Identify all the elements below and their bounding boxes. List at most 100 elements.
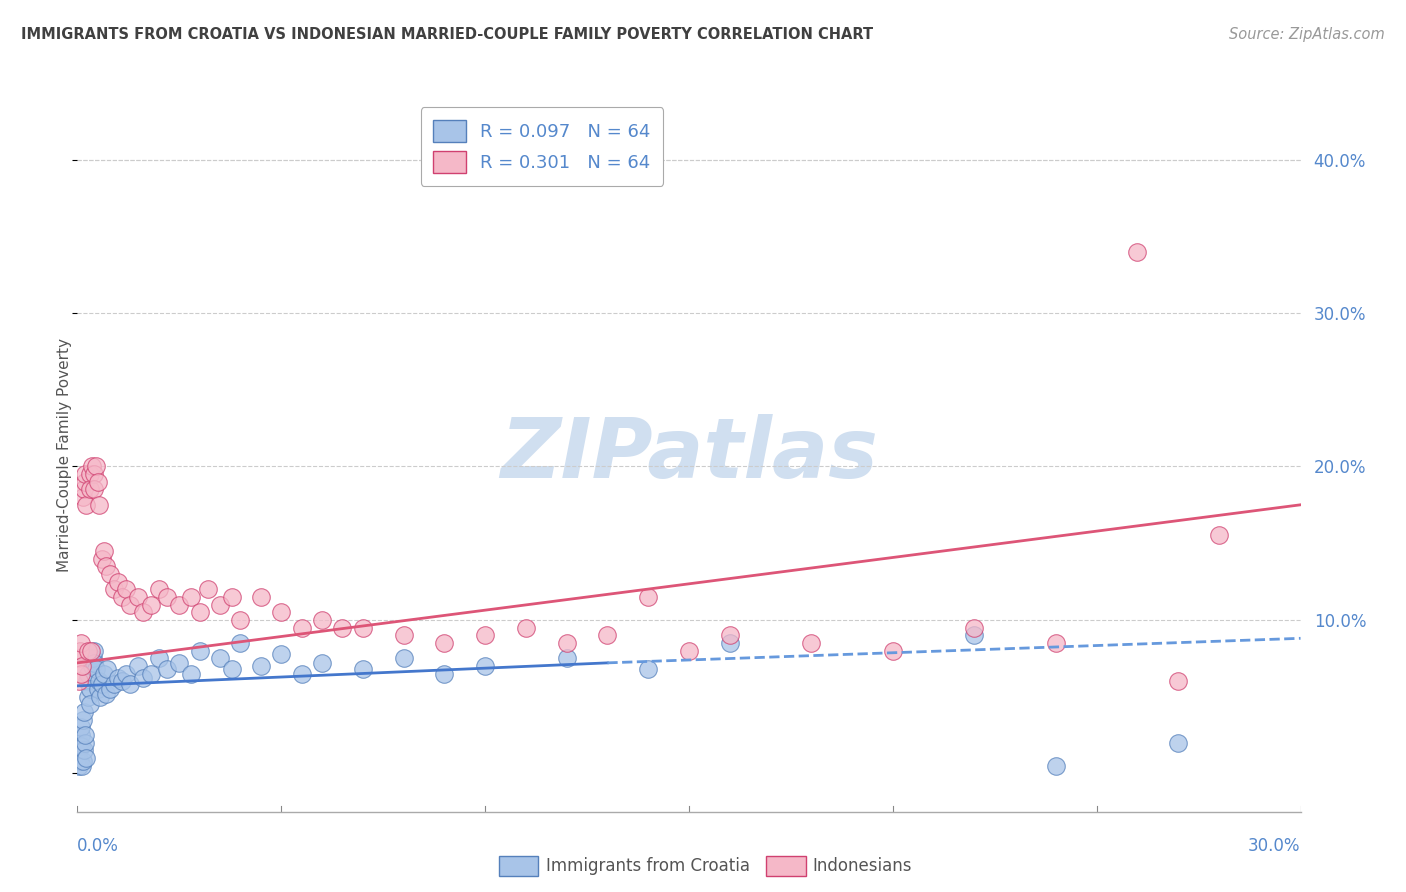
Point — [79, 698, 101, 712]
Point — [1126, 244, 1149, 259]
Point — [90, 677, 112, 691]
Point — [515, 621, 537, 635]
Point — [73, 736, 96, 750]
Point — [180, 590, 202, 604]
Point — [67, 743, 90, 757]
Point — [75, 467, 97, 482]
Point — [1045, 758, 1067, 772]
Point — [250, 659, 273, 673]
Point — [80, 643, 103, 657]
Point — [67, 651, 90, 665]
Point — [103, 582, 125, 597]
Point — [1167, 736, 1189, 750]
Point — [70, 659, 93, 673]
Point — [77, 690, 100, 704]
Point — [221, 662, 243, 676]
Point — [79, 681, 101, 696]
Point — [75, 728, 97, 742]
Point — [98, 681, 121, 696]
Point — [107, 671, 129, 685]
Point — [718, 628, 741, 642]
Point — [555, 636, 578, 650]
Point — [111, 674, 134, 689]
Point — [352, 662, 374, 676]
Point — [76, 674, 98, 689]
Text: IMMIGRANTS FROM CROATIA VS INDONESIAN MARRIED-COUPLE FAMILY POVERTY CORRELATION : IMMIGRANTS FROM CROATIA VS INDONESIAN MA… — [21, 27, 873, 42]
Point — [139, 598, 162, 612]
Point — [474, 659, 496, 673]
Point — [270, 647, 292, 661]
Point — [87, 681, 110, 696]
Point — [139, 666, 162, 681]
Point — [69, 754, 91, 768]
Point — [111, 590, 134, 604]
Point — [963, 628, 986, 642]
Point — [70, 636, 93, 650]
Point — [90, 551, 112, 566]
Point — [311, 613, 333, 627]
Legend: R = 0.097   N = 64, R = 0.301   N = 64: R = 0.097 N = 64, R = 0.301 N = 64 — [420, 107, 664, 186]
Point — [94, 559, 117, 574]
Point — [197, 582, 219, 597]
Point — [75, 498, 97, 512]
Point — [148, 651, 170, 665]
Point — [637, 590, 659, 604]
Point — [291, 666, 314, 681]
Point — [148, 582, 170, 597]
Text: 0.0%: 0.0% — [77, 837, 120, 855]
Point — [70, 666, 93, 681]
Point — [79, 483, 101, 497]
Point — [83, 483, 105, 497]
Point — [1167, 674, 1189, 689]
Point — [120, 677, 142, 691]
Point — [882, 643, 904, 657]
Point — [678, 643, 700, 657]
Point — [188, 643, 211, 657]
Point — [73, 483, 96, 497]
Point — [596, 628, 619, 642]
Point — [250, 590, 273, 604]
Point — [332, 621, 354, 635]
Point — [169, 656, 191, 670]
Point — [96, 662, 118, 676]
Point — [156, 662, 179, 676]
Point — [73, 705, 96, 719]
Point — [128, 590, 150, 604]
Point — [69, 736, 91, 750]
Point — [128, 659, 150, 673]
Point — [89, 690, 111, 704]
Point — [221, 590, 243, 604]
Point — [555, 651, 578, 665]
Point — [180, 666, 202, 681]
Point — [291, 621, 314, 635]
Point — [107, 574, 129, 589]
Point — [392, 628, 415, 642]
Point — [115, 582, 138, 597]
Text: 30.0%: 30.0% — [1249, 837, 1301, 855]
Point — [69, 728, 91, 742]
Point — [79, 467, 101, 482]
Point — [72, 490, 94, 504]
Point — [209, 598, 232, 612]
Point — [76, 643, 98, 657]
Point — [69, 643, 91, 657]
Point — [87, 498, 110, 512]
Point — [120, 598, 142, 612]
Point — [188, 605, 211, 619]
Point — [229, 636, 252, 650]
Point — [131, 671, 153, 685]
Point — [103, 677, 125, 691]
Point — [637, 662, 659, 676]
Point — [718, 636, 741, 650]
Point — [83, 643, 105, 657]
Point — [131, 605, 153, 619]
Point — [70, 720, 93, 734]
Point — [73, 743, 96, 757]
Text: ZIPatlas: ZIPatlas — [501, 415, 877, 495]
Text: Indonesians: Indonesians — [813, 857, 912, 875]
Point — [83, 467, 105, 482]
Point — [87, 674, 110, 689]
Point — [72, 754, 94, 768]
Text: Immigrants from Croatia: Immigrants from Croatia — [546, 857, 749, 875]
Point — [94, 687, 117, 701]
